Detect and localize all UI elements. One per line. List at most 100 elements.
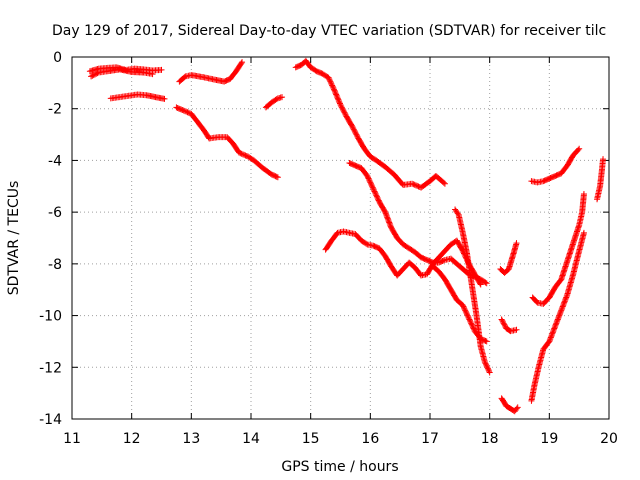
data-point — [352, 128, 359, 135]
data-point — [327, 78, 334, 85]
data-point — [239, 59, 246, 66]
data-point — [334, 94, 341, 101]
data-point — [180, 107, 187, 114]
data-point — [366, 178, 373, 185]
data-point — [336, 100, 343, 107]
data-point — [340, 107, 347, 114]
y-tick-label: -6 — [48, 205, 62, 221]
y-tick-label: -8 — [48, 257, 62, 273]
data-point — [468, 320, 475, 327]
data-point — [327, 79, 334, 86]
data-point — [334, 95, 341, 102]
data-point — [469, 322, 476, 329]
data-point — [352, 130, 359, 137]
data-point — [465, 315, 472, 322]
data-point — [483, 362, 490, 369]
data-point — [332, 88, 339, 95]
data-point — [477, 280, 484, 287]
data-point — [500, 320, 507, 327]
data-point — [372, 189, 379, 196]
data-point — [351, 127, 358, 134]
data-point — [350, 126, 357, 133]
data-marks — [86, 57, 607, 415]
data-point — [337, 101, 344, 108]
data-point — [412, 182, 419, 189]
data-point — [184, 109, 191, 116]
data-point — [338, 103, 345, 110]
data-point — [485, 366, 492, 373]
data-point — [580, 229, 587, 236]
y-tick-label: -14 — [39, 412, 62, 428]
data-point — [411, 181, 418, 188]
data-point — [368, 181, 375, 188]
data-point — [461, 304, 468, 311]
data-point — [576, 145, 583, 152]
data-point — [575, 146, 582, 153]
data-point — [158, 66, 165, 73]
data-point — [481, 359, 488, 366]
data-point — [238, 60, 245, 67]
data-point — [462, 307, 469, 314]
series-trace-b — [88, 66, 156, 80]
series-trace-f — [262, 94, 286, 111]
data-point — [499, 317, 506, 324]
data-point — [482, 360, 489, 367]
data-point — [242, 152, 249, 159]
data-point — [375, 196, 382, 203]
data-point — [236, 149, 243, 156]
data-point — [367, 180, 374, 187]
data-point — [369, 183, 376, 190]
data-point — [238, 150, 245, 157]
data-point — [332, 90, 339, 97]
data-point — [181, 108, 188, 115]
data-point — [454, 210, 461, 217]
series-trace-p — [529, 191, 587, 307]
data-point — [467, 319, 474, 326]
data-point — [331, 87, 338, 94]
data-point — [483, 361, 490, 368]
data-point — [279, 94, 286, 101]
data-point — [364, 172, 371, 179]
data-point — [364, 174, 371, 181]
data-point — [373, 192, 380, 199]
data-point — [484, 364, 491, 371]
data-point — [464, 312, 471, 319]
data-point — [600, 156, 607, 163]
data-point — [513, 326, 520, 333]
data-point — [483, 280, 490, 287]
y-tick-label: -12 — [39, 360, 62, 376]
data-point — [326, 75, 333, 82]
x-axis-label: GPS time / hours — [281, 459, 398, 475]
series-trace-k — [452, 206, 493, 376]
data-point — [371, 188, 378, 195]
data-point — [499, 319, 506, 326]
x-tick-label: 19 — [540, 431, 558, 447]
series-trace-i — [322, 228, 484, 288]
x-tick-label: 12 — [123, 431, 141, 447]
data-point — [340, 108, 347, 115]
data-point — [410, 181, 417, 188]
series-trace-r — [594, 156, 607, 203]
data-point — [341, 109, 348, 116]
y-tick-label: -10 — [39, 309, 62, 325]
data-point — [90, 72, 97, 79]
data-point — [370, 185, 377, 192]
data-point — [354, 132, 361, 139]
data-point — [88, 73, 95, 80]
data-point — [336, 99, 343, 106]
data-point — [440, 257, 447, 264]
data-point — [91, 71, 98, 78]
data-point — [483, 338, 490, 345]
data-point — [335, 96, 342, 103]
data-point — [329, 82, 336, 89]
data-point — [460, 303, 467, 310]
data-point — [513, 405, 520, 412]
series-trace-l — [497, 240, 520, 276]
data-point — [372, 191, 379, 198]
data-point — [469, 324, 476, 331]
x-tick-label: 17 — [421, 431, 439, 447]
data-point — [477, 281, 484, 288]
y-tick-label: -2 — [48, 102, 62, 118]
data-point — [338, 104, 345, 111]
